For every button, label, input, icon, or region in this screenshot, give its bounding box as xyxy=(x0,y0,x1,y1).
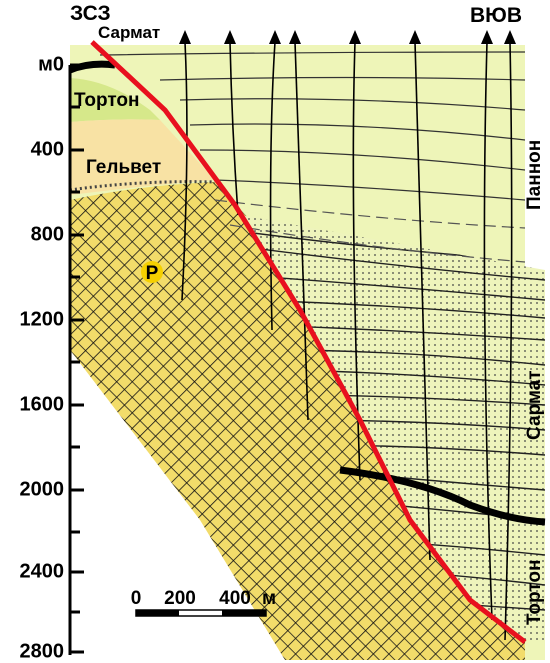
fault-arrows-part xyxy=(409,30,421,44)
strata-part-part xyxy=(240,229,545,611)
formation-label: Тортон xyxy=(74,90,140,111)
formation-label: Р xyxy=(146,263,159,284)
faults-part xyxy=(414,41,431,561)
depth-label: 2000 xyxy=(20,478,65,500)
formation-label: Сармат xyxy=(524,370,545,440)
fault-arrows-part xyxy=(289,30,301,44)
fault-arrows-part xyxy=(481,30,493,44)
main-fault xyxy=(90,40,527,644)
faults-part xyxy=(181,41,188,301)
depth-axis-part xyxy=(70,63,84,654)
scale-label: 0 xyxy=(131,588,142,609)
formation-label: Тортон xyxy=(524,559,545,625)
direction-right: ВЮВ xyxy=(470,4,522,27)
fault-arrows xyxy=(179,30,516,44)
depth-label: 2400 xyxy=(20,560,65,582)
depth-label: 1600 xyxy=(20,393,65,415)
scale-unit: м xyxy=(262,588,276,609)
fault-arrows-part xyxy=(179,30,191,44)
strata-part xyxy=(70,119,215,195)
faults-part xyxy=(483,41,493,621)
scale-bar: 0 200 400 м xyxy=(131,588,276,617)
strata xyxy=(68,45,546,660)
scale-label: 200 xyxy=(164,588,196,609)
formation-label: Гельвет xyxy=(86,157,161,178)
faults-part xyxy=(229,41,239,216)
scale-bar-part xyxy=(222,610,266,616)
faults-part xyxy=(352,41,361,481)
fault-arrows-part xyxy=(269,30,281,44)
fault-arrows-part xyxy=(349,30,361,44)
depth-label: 1200 xyxy=(20,308,65,330)
depth-labels: м0 400 800 1200 1600 2000 2400 2800 xyxy=(20,53,65,662)
scale-label: 400 xyxy=(219,588,251,609)
strata-part xyxy=(70,182,525,660)
depth-label: 400 xyxy=(31,138,64,160)
faults-part xyxy=(504,41,513,641)
formation-label: Паннон xyxy=(524,140,545,210)
scale-bar-part xyxy=(136,610,179,616)
depth-label: 800 xyxy=(31,223,64,245)
faults xyxy=(181,41,513,641)
faults-part xyxy=(269,41,276,331)
fault-arrows-part xyxy=(504,30,516,44)
depth-label: м0 xyxy=(38,53,64,75)
faults-part xyxy=(294,41,309,421)
strata-part xyxy=(339,466,546,526)
depth-label: 2800 xyxy=(20,640,65,662)
formation-label: Сармат xyxy=(98,23,160,42)
strata-part xyxy=(69,180,216,192)
depth-axis xyxy=(68,63,84,655)
strata-part xyxy=(70,78,160,122)
direction-left: ЗСЗ xyxy=(70,2,111,25)
strata-part xyxy=(214,199,526,263)
basement-marker xyxy=(141,261,163,283)
fault-arrows-part xyxy=(224,30,236,44)
strata-part xyxy=(68,60,116,74)
